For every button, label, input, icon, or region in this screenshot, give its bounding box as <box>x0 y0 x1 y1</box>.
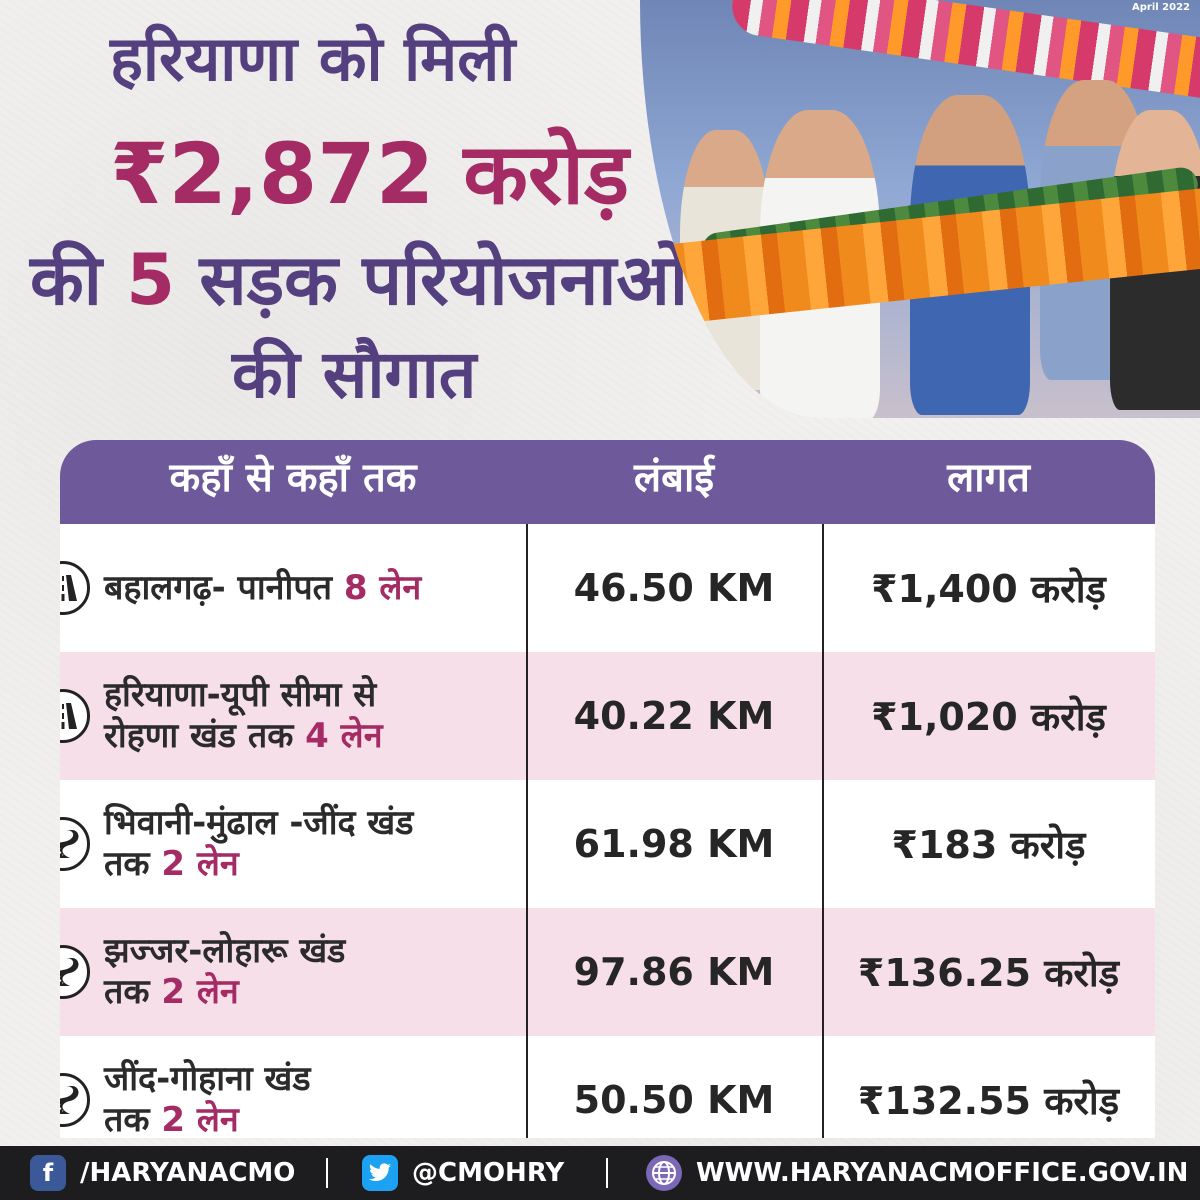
footer-separator <box>326 1158 328 1188</box>
event-photo: April 2022 <box>640 0 1200 418</box>
route-name: बहालगढ़- पानीपत <box>104 567 333 608</box>
length-value: 97.86 KM <box>573 950 775 994</box>
route-text: बहालगढ़- पानीपत 8 लेन <box>104 568 421 609</box>
headline-line-1: हरियाणा को मिली <box>110 22 516 95</box>
lane-count: 2 लेन <box>161 972 239 1012</box>
route-name: भिवानी-मुंढाल -जींद खंड <box>104 803 414 844</box>
lane-count: 8 लेन <box>343 567 422 608</box>
lane-count: 2 लेन <box>161 844 239 884</box>
route-name: हरियाणा-यूपी सीमा से <box>104 675 377 716</box>
route-text: झज्जर-लोहारू खंड तक 2 लेन <box>104 931 345 1013</box>
website-url: WWW.HARYANACMOFFICE.GOV.IN <box>696 1158 1189 1188</box>
cost-cell: ₹132.55 करोड़ <box>822 1036 1155 1138</box>
headline-line-4: की सौगात <box>232 336 477 413</box>
route-cell: जींद-गोहाना खंड तक 2 लेन <box>60 1036 526 1138</box>
highway-icon <box>60 689 90 743</box>
length-value: 40.22 KM <box>573 694 775 738</box>
route-text: जींद-गोहाना खंड तक 2 लेन <box>104 1059 311 1138</box>
globe-icon <box>646 1155 682 1191</box>
length-cell: 97.86 KM <box>526 908 822 1036</box>
footer-separator <box>606 1158 608 1188</box>
length-cell: 46.50 KM <box>526 524 822 652</box>
highway-icon <box>60 561 90 615</box>
route-name: झज्जर-लोहारू खंड <box>104 931 346 972</box>
length-cell: 61.98 KM <box>526 780 822 908</box>
curvy-road-icon <box>60 945 90 999</box>
table-row: जींद-गोहाना खंड तक 2 लेन 50.50 KM ₹132.55 क… <box>60 1036 1155 1138</box>
facebook-icon: f <box>30 1155 66 1191</box>
length-cell: 50.50 KM <box>526 1036 822 1138</box>
table-row: भिवानी-मुंढाल -जींद खंड तक 2 लेन 61.98 KM ₹… <box>60 780 1155 908</box>
length-value: 61.98 KM <box>573 822 775 866</box>
twitter-icon <box>362 1155 398 1191</box>
length-cell: 40.22 KM <box>526 652 822 780</box>
cost-value: ₹1,020 करोड़ <box>871 695 1106 739</box>
facebook-link[interactable]: f /HARYANACMO <box>30 1146 295 1200</box>
facebook-handle: /HARYANACMO <box>80 1158 296 1188</box>
headline-line-3-prefix: की <box>30 239 102 321</box>
cost-value: ₹1,400 करोड़ <box>871 567 1106 611</box>
curvy-road-icon <box>60 1073 90 1127</box>
header-cost: लागत <box>947 455 1030 501</box>
cost-value: ₹183 करोड़ <box>891 823 1086 867</box>
route-name-cont: तक <box>104 1100 150 1138</box>
cost-cell: ₹183 करोड़ <box>822 780 1155 908</box>
length-value: 46.50 KM <box>573 566 775 610</box>
route-cell: हरियाणा-यूपी सीमा से रोहणा खंड तक 4 लेन <box>60 652 526 780</box>
route-name: जींद-गोहाना खंड <box>104 1059 311 1100</box>
curvy-road-icon <box>60 817 90 871</box>
cost-value: ₹136.25 करोड़ <box>857 951 1120 995</box>
cost-cell: ₹1,020 करोड़ <box>822 652 1155 780</box>
header-route: कहाँ से कहाँ तक <box>169 455 417 501</box>
headline-project-count: 5 <box>126 239 175 321</box>
twitter-link[interactable]: @CMOHRY <box>362 1146 564 1200</box>
cost-cell: ₹1,400 करोड़ <box>822 524 1155 652</box>
table-row: झज्जर-लोहारू खंड तक 2 लेन 97.86 KM ₹136.25 … <box>60 908 1155 1036</box>
table-header: कहाँ से कहाँ तक लंबाई लागत <box>60 440 1155 524</box>
route-name-cont: रोहणा खंड तक <box>104 716 294 756</box>
length-value: 50.50 KM <box>573 1078 775 1122</box>
table-row: बहालगढ़- पानीपत 8 लेन 46.50 KM ₹1,400 करोड… <box>60 524 1155 652</box>
header-length: लंबाई <box>634 455 714 501</box>
headline-amount: ₹2,872 करोड़ <box>110 125 629 223</box>
route-name-cont: तक <box>104 972 150 1012</box>
route-cell: भिवानी-मुंढाल -जींद खंड तक 2 लेन <box>60 780 526 908</box>
twitter-handle: @CMOHRY <box>412 1158 565 1188</box>
table-row: हरियाणा-यूपी सीमा से रोहणा खंड तक 4 लेन 40… <box>60 652 1155 780</box>
cost-value: ₹132.55 करोड़ <box>857 1079 1120 1123</box>
projects-table: कहाँ से कहाँ तक लंबाई लागत बहालगढ़- पानी… <box>60 440 1155 1138</box>
footer-bar: f /HARYANACMO @CMOHRY WWW.HARYANACMOFFIC… <box>0 1146 1200 1200</box>
flower-garland-top <box>728 0 1200 104</box>
route-cell: झज्जर-लोहारू खंड तक 2 लेन <box>60 908 526 1036</box>
route-text: भिवानी-मुंढाल -जींद खंड तक 2 लेन <box>104 803 413 885</box>
lane-count: 2 लेन <box>161 1100 239 1138</box>
headline-line-3-suffix: सड़क परियोजनाओं <box>199 239 688 321</box>
lane-count: 4 लेन <box>305 716 383 756</box>
headline-line-3: की 5 सड़क परियोजनाओं <box>30 245 688 315</box>
cost-cell: ₹136.25 करोड़ <box>822 908 1155 1036</box>
route-cell: बहालगढ़- पानीपत 8 लेन <box>60 524 526 652</box>
route-text: हरियाणा-यूपी सीमा से रोहणा खंड तक 4 लेन <box>104 675 383 757</box>
route-name-cont: तक <box>104 844 150 884</box>
website-link[interactable]: WWW.HARYANACMOFFICE.GOV.IN <box>646 1146 1188 1200</box>
column-divider <box>526 524 528 1138</box>
photo-date: April 2022 <box>1132 2 1190 13</box>
column-divider <box>822 524 824 1138</box>
